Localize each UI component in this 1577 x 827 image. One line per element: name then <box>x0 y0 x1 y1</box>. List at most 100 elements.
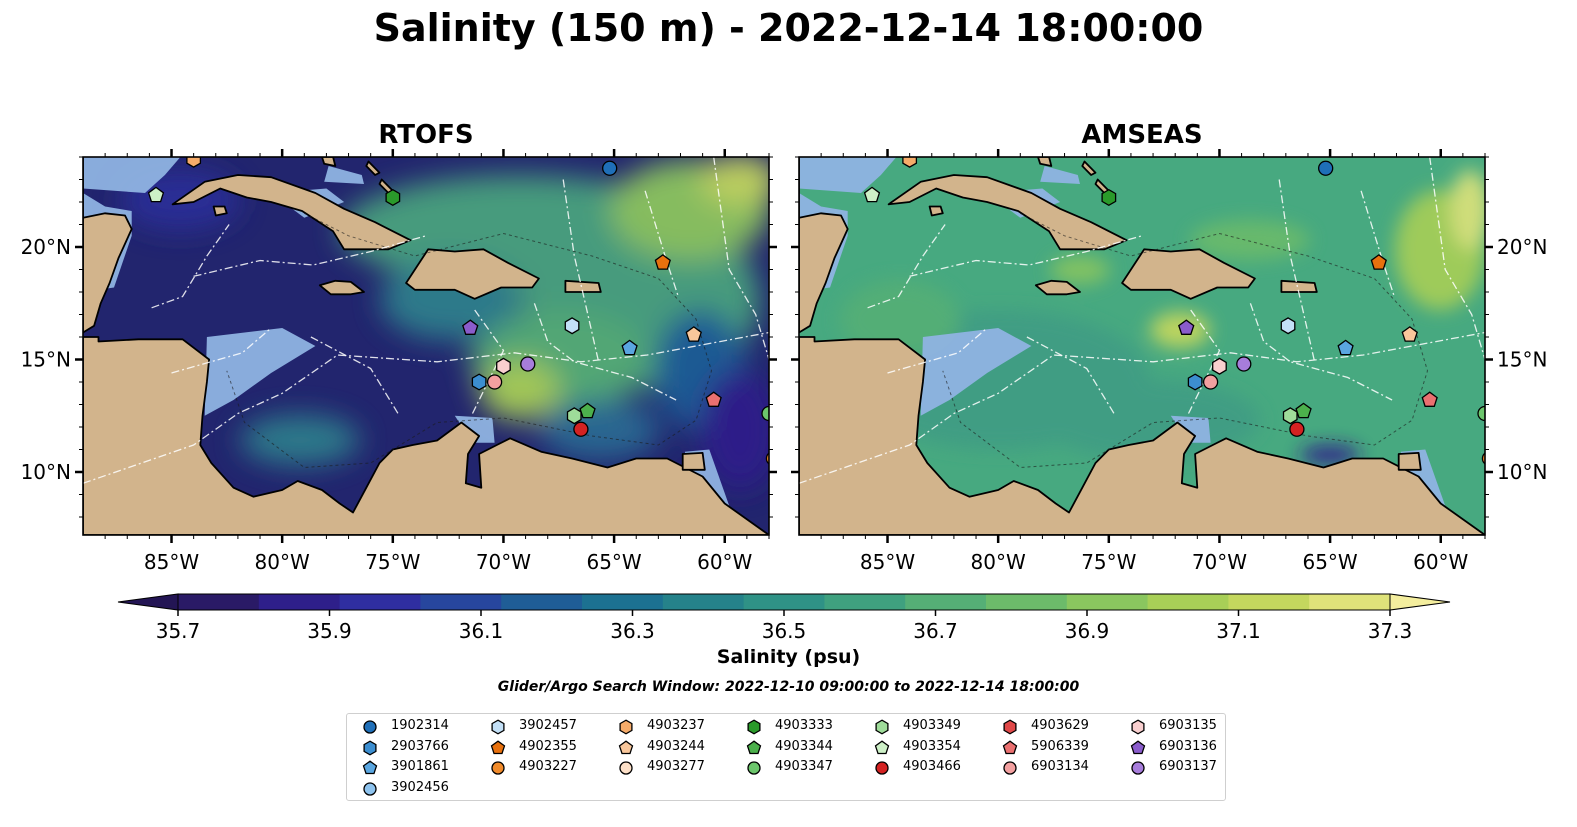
shelf-water <box>684 449 769 535</box>
bathymetry-contour <box>226 212 713 469</box>
float-marker-6903137 <box>520 356 536 372</box>
float-marker-6903136 <box>462 319 479 335</box>
circle-marker-icon <box>875 761 889 775</box>
float-marker-4903347 <box>1477 405 1485 422</box>
legend-marker <box>1130 739 1146 754</box>
x-tick-label: 70°W <box>476 550 531 574</box>
colorbar-tick-label: 36.3 <box>610 619 655 643</box>
eez-boundary <box>471 309 505 414</box>
float-marker-1902314 <box>1318 160 1334 176</box>
legend-label: 6903137 <box>1159 759 1217 774</box>
float-marker-4903333 <box>1101 188 1117 207</box>
pentagon-marker-icon <box>874 739 890 754</box>
float-marker-5906339 <box>1421 391 1438 407</box>
float-marker-3902457 <box>564 317 580 335</box>
legend-marker <box>875 761 889 775</box>
legend-label: 3902457 <box>519 718 577 733</box>
legend-label: 4903347 <box>775 759 833 774</box>
legend-label: 4903354 <box>903 738 961 754</box>
legend-label: 5906339 <box>1031 738 1089 754</box>
eez-boundary <box>83 331 769 484</box>
float-marker-5906339 <box>705 391 722 407</box>
landmass <box>1121 248 1256 300</box>
float-marker-4903347 <box>761 405 769 422</box>
float-marker-4902355 <box>654 254 671 270</box>
pentagon-marker-icon <box>1002 739 1018 754</box>
panel-title-amseas: AMSEAS <box>1081 120 1203 150</box>
shelf-water <box>799 157 897 193</box>
float-marker-4903354 <box>147 186 165 203</box>
colorbar-segment <box>1147 594 1229 610</box>
x-tick-label: 80°W <box>971 550 1026 574</box>
x-tick-label: 70°W <box>1192 550 1247 574</box>
float-marker-6903134 <box>486 374 503 390</box>
legend-label: 4903333 <box>775 718 833 733</box>
colorbar-extend-high <box>1389 593 1451 611</box>
panel-title-rtofs: RTOFS <box>378 120 474 150</box>
eez-boundary <box>909 235 1143 277</box>
legend-marker <box>1003 719 1017 735</box>
eez-boundary <box>310 336 400 417</box>
x-tick-label: 85°W <box>860 550 915 574</box>
colorbar-label: Salinity (psu) <box>716 646 861 668</box>
legend-marker <box>619 761 633 775</box>
landmass <box>928 205 944 217</box>
colorbar-segment <box>582 594 664 610</box>
x-tick-label: 65°W <box>1302 550 1357 574</box>
legend-label: 4903227 <box>519 759 577 774</box>
legend-label: 4902355 <box>519 738 577 754</box>
map-frame <box>82 156 770 536</box>
shelf-water <box>454 415 495 443</box>
landmass <box>83 336 769 535</box>
y-tick-label: 15°N <box>21 348 71 372</box>
shelf-water <box>920 328 1032 416</box>
eez-boundary <box>1026 336 1116 417</box>
eez-boundary <box>151 224 230 309</box>
shelf-water <box>1040 166 1080 184</box>
pentagon-marker-icon <box>1130 739 1146 754</box>
float-marker-1902314 <box>602 160 618 176</box>
landmass <box>1397 452 1422 471</box>
colorbar-segment <box>824 594 906 610</box>
float-marker-4903244 <box>1401 326 1418 342</box>
legend-marker <box>619 719 633 735</box>
colorbar-segment <box>662 594 745 610</box>
float-marker-6903134 <box>1202 374 1219 390</box>
legend-label: 2903766 <box>391 738 449 754</box>
colorbar-segment <box>986 594 1068 610</box>
float-marker-2903766 <box>471 373 487 391</box>
float-marker-4903344 <box>1295 402 1312 419</box>
colorbar-segment <box>1309 594 1391 610</box>
pentagon-marker-icon <box>746 739 762 754</box>
y-tick-label: 20°N <box>21 235 71 259</box>
landmass <box>564 279 602 293</box>
x-tick-label: 75°W <box>1081 550 1136 574</box>
eez-boundary <box>562 179 600 362</box>
float-marker-6903136 <box>1178 319 1195 335</box>
eez-boundary <box>1278 179 1316 362</box>
float-marker-6903135 <box>496 357 511 375</box>
hexagon-marker-icon <box>363 739 377 756</box>
eez-boundary <box>867 224 946 309</box>
float-legend: 1902314 2903766 3901861 3902456 3902457 49023… <box>346 713 1226 801</box>
pentagon-marker-icon <box>490 739 506 754</box>
circle-marker-icon <box>1131 761 1145 775</box>
legend-label: 4903237 <box>647 718 705 733</box>
legend-label: 6903134 <box>1031 759 1089 774</box>
colorbar-extend-low <box>117 593 179 611</box>
landmass <box>681 452 706 471</box>
search-window-text: Glider/Argo Search Window: 2022-12-10 09… <box>497 679 1080 695</box>
x-tick-label: 60°W <box>697 550 752 574</box>
legend-marker <box>875 719 889 735</box>
y-tick-label: 15°N <box>1497 348 1547 372</box>
legend-label: 6903135 <box>1159 718 1217 733</box>
legend-label: 4903344 <box>775 738 833 754</box>
legend-marker <box>491 761 505 775</box>
float-marker-4902355 <box>1370 254 1387 270</box>
float-marker-4903466 <box>1289 421 1305 437</box>
circle-marker-icon <box>491 761 505 775</box>
colorbar-segment <box>905 594 987 610</box>
float-marker-6903135 <box>1212 357 1227 375</box>
colorbar-tick-label: 36.1 <box>459 619 504 643</box>
float-marker-4903244 <box>685 326 702 342</box>
